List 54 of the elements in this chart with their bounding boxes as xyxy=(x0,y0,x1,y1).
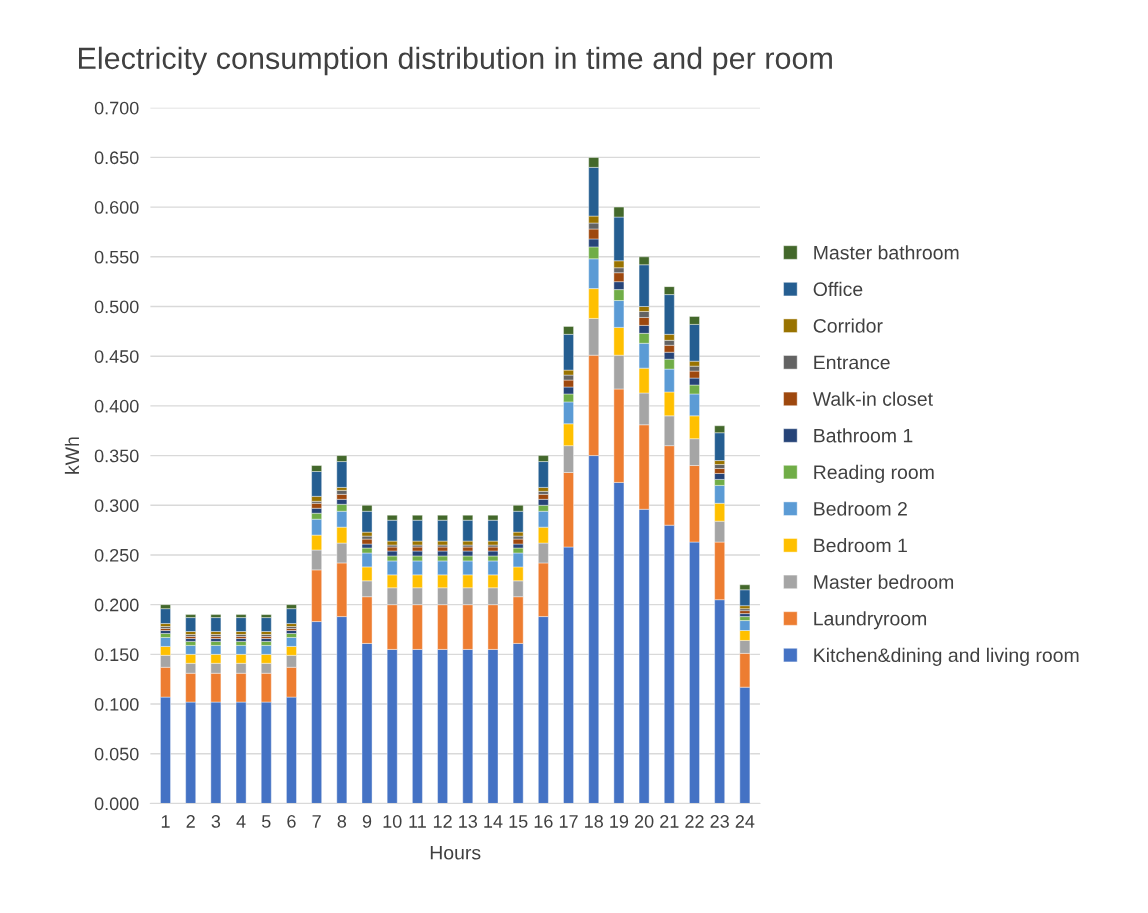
y-tick-label: 0.450 xyxy=(94,350,139,363)
legend-label: Master bedroom xyxy=(814,574,954,589)
x-tick-label: 11 xyxy=(409,815,426,828)
x-tick-label: 1 xyxy=(161,815,170,828)
y-tick-label: 0.600 xyxy=(94,201,139,214)
legend-label: Corridor xyxy=(813,318,883,333)
x-tick-label: 5 xyxy=(261,815,271,828)
y-tick-label: 0.000 xyxy=(94,797,139,811)
legend-label: Laundryroom xyxy=(814,611,927,630)
x-tick-label: 17 xyxy=(559,815,578,828)
y-tick-label: 0.250 xyxy=(94,548,139,562)
x-tick-label: 21 xyxy=(660,815,679,828)
y-tick-label: 0.650 xyxy=(94,151,139,165)
x-tick-label: 24 xyxy=(735,815,755,828)
x-tick-label: 10 xyxy=(383,815,402,828)
x-tick-label: 8 xyxy=(337,815,347,828)
x-tick-label: 16 xyxy=(534,815,553,828)
legend-label: Bedroom 1 xyxy=(814,538,907,553)
x-tick-label: 2 xyxy=(186,815,195,828)
y-tick-label: 0.550 xyxy=(94,250,139,264)
legend-label: Kitchen&dining and living room xyxy=(814,647,1079,666)
x-tick-label: 14 xyxy=(484,815,503,828)
y-tick-label: 0.100 xyxy=(94,697,139,711)
y-tick-label: 0.300 xyxy=(94,499,139,512)
y-axis-title: kWh xyxy=(64,437,79,474)
x-tick-label: 7 xyxy=(312,815,321,828)
x-tick-label: 9 xyxy=(362,815,372,828)
x-axis-title: Hours xyxy=(430,845,481,860)
y-tick-label: 0.350 xyxy=(94,449,139,463)
x-tick-label: 20 xyxy=(634,815,654,828)
chart-title: Electricity consumption distribution in time and per room xyxy=(79,46,832,76)
legend-label: Master bathroom xyxy=(814,245,959,260)
x-tick-label: 22 xyxy=(685,815,704,828)
legend-label: Bathroom 1 xyxy=(814,428,913,443)
x-tick-label: 15 xyxy=(509,815,528,828)
x-tick-label: 3 xyxy=(211,815,221,828)
legend-label: Bedroom 2 xyxy=(814,501,907,516)
x-tick-label: 6 xyxy=(287,815,296,828)
y-tick-label: 0.500 xyxy=(94,300,139,314)
x-tick-label: 12 xyxy=(433,815,452,828)
x-tick-label: 4 xyxy=(236,815,246,828)
y-tick-label: 0.150 xyxy=(94,648,139,662)
y-tick-label: 0.050 xyxy=(94,747,139,761)
x-tick-label: 23 xyxy=(710,815,729,828)
y-tick-label: 0.200 xyxy=(94,598,139,612)
x-tick-label: 19 xyxy=(610,815,629,828)
legend-label: Office xyxy=(813,281,863,297)
y-tick-label: 0.700 xyxy=(94,101,139,115)
y-tick-label: 0.400 xyxy=(94,399,139,413)
x-tick-label: 18 xyxy=(585,815,603,828)
legend-label: Entrance xyxy=(814,355,890,370)
legend-label: Reading room xyxy=(814,464,934,483)
legend-label: Walk-in closet xyxy=(812,391,933,406)
x-tick-label: 13 xyxy=(459,815,478,828)
